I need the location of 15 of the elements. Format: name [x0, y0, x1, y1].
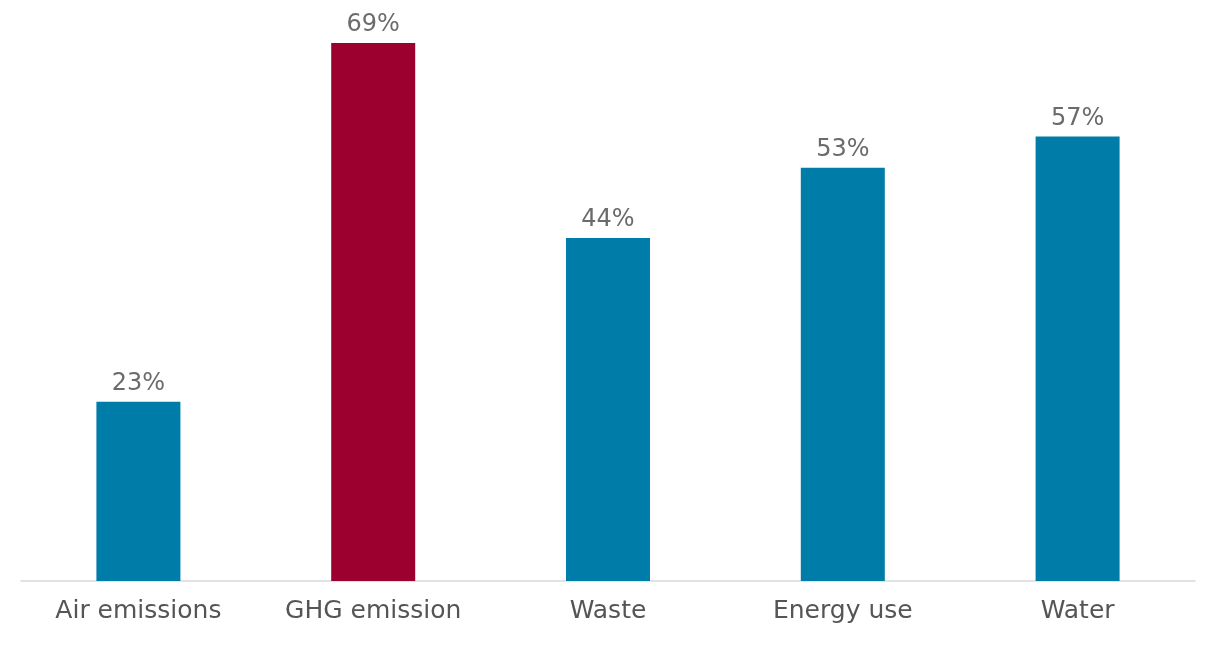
data-label: 23%: [111, 367, 166, 396]
x-tick-label: Waste: [569, 595, 647, 624]
bar: [800, 167, 885, 581]
bar: [566, 237, 650, 581]
data-label: 57%: [1050, 102, 1105, 131]
data-label: 53%: [816, 133, 870, 162]
x-tick-label: Energy use: [772, 595, 913, 624]
bar: [331, 43, 416, 581]
data-label: 69%: [346, 9, 400, 37]
x-tick-label: Water: [1040, 595, 1116, 624]
x-tick-label: Air emissions: [55, 595, 222, 624]
x-tick-label: GHG emission: [285, 595, 462, 624]
data-label: 44%: [581, 203, 635, 232]
bar: [1035, 136, 1120, 581]
bar: [96, 401, 181, 581]
